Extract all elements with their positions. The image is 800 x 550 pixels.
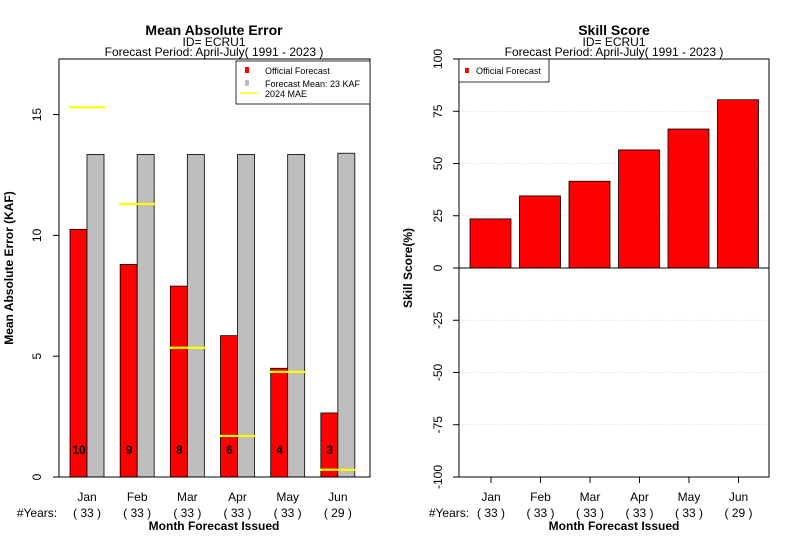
mae-x-tick-label: Jun (328, 490, 347, 504)
mae-years-label: ( 33 ) (274, 506, 302, 520)
mae-x-tick-label: Feb (127, 490, 148, 504)
skill-years-label: ( 33 ) (625, 506, 653, 520)
skill-y-tick-label: 0 (431, 264, 445, 271)
mae-y-tick-label: 0 (30, 473, 44, 480)
skill-bar-official (717, 99, 759, 269)
mae-x-tick-label: Mar (177, 490, 198, 504)
mae-y-tick-label: 5 (30, 353, 44, 360)
mae-bar-forecast-mean (287, 154, 306, 478)
mae-bar-forecast-mean (136, 154, 155, 478)
skill-years-label: ( 33 ) (675, 506, 703, 520)
skill-bar-official (618, 149, 660, 269)
mae-years-label: ( 33 ) (73, 506, 101, 520)
skill-x-tick-label: Jan (481, 490, 500, 504)
mae-years-caption: #Years: (17, 506, 57, 520)
mae-legend-label-official: Official Forecast (265, 66, 330, 76)
mae-legend-swatch-official (245, 67, 249, 73)
mae-plot-frame (58, 58, 371, 478)
mae-x-axis-label: Month Forecast Issued (149, 519, 280, 533)
mae-bar-label: 8 (176, 443, 183, 457)
skill-years-label: ( 33 ) (477, 506, 505, 520)
mae-years-label: ( 33 ) (223, 506, 251, 520)
mae-bar-forecast-mean (337, 152, 356, 478)
mae-x-tick-label: Apr (228, 490, 247, 504)
skill-x-tick-label: Jun (729, 490, 748, 504)
skill-subtitle-period: Forecast Period: April-July( 1991 - 2023… (505, 45, 724, 59)
mae-bar-label: 3 (326, 443, 333, 457)
skill-bar-official (667, 128, 710, 269)
mae-bar-forecast-mean (86, 154, 105, 478)
mae-x-tick-label: Jan (77, 490, 96, 504)
skill-years-caption: #Years: (429, 506, 469, 520)
mae-legend-label-2024: 2024 MAE (265, 89, 307, 99)
mae-legend-label-forecast-mean: Forecast Mean: 23 KAF (265, 79, 361, 89)
skill-y-tick-label: 75 (431, 104, 445, 118)
skill-y-tick-label: 50 (431, 157, 445, 171)
mae-bar-official (69, 228, 88, 478)
skill-bar-official (519, 195, 561, 269)
mae-legend-swatch-forecast-mean (245, 80, 249, 86)
skill-y-tick-label: 100 (431, 49, 445, 69)
skill-years-label: ( 33 ) (526, 506, 554, 520)
skill-y-tick-label: -25 (431, 311, 445, 329)
mae-subtitle-id: ID= ECRU1 (182, 35, 245, 49)
skill-legend-box (458, 58, 550, 83)
skill-x-tick-label: Feb (530, 490, 551, 504)
skill-x-axis-label: Month Forecast Issued (549, 519, 680, 533)
skill-years-label: ( 33 ) (576, 506, 604, 520)
mae-subtitle-period: Forecast Period: April-July( 1991 - 2023… (105, 45, 324, 59)
mae-title: Mean Absolute Error (145, 22, 283, 38)
mae-y-tick-label: 10 (30, 228, 44, 242)
skill-bar-official (469, 218, 512, 269)
skill-y-axis-label: Skill Score(%) (401, 228, 415, 308)
mae-bar-official (270, 367, 289, 478)
skill-title: Skill Score (578, 22, 650, 38)
skill-x-tick-label: Apr (630, 490, 649, 504)
skill-legend-swatch-official (465, 68, 469, 73)
mae-years-label: ( 29 ) (324, 506, 352, 520)
mae-bar-forecast-mean (237, 154, 255, 478)
skill-legend-label-official: Official Forecast (476, 66, 541, 76)
skill-y-tick-label: -100 (431, 465, 445, 489)
mae-bar-forecast-mean (186, 154, 205, 478)
skill-bar-official (568, 180, 611, 269)
mae-bar-label: 9 (126, 443, 133, 457)
skill-y-tick-label: -50 (431, 364, 445, 382)
skill-years-label: ( 29 ) (724, 506, 752, 520)
mae-years-label: ( 33 ) (173, 506, 201, 520)
mae-y-axis-label: Mean Absolute Error (KAF) (2, 191, 16, 345)
skill-y-tick-label: -75 (431, 416, 445, 434)
mae-x-tick-label: May (276, 490, 299, 504)
mae-y-tick-label: 15 (30, 108, 44, 122)
mae-legend-box (235, 60, 371, 105)
skill-subtitle-id: ID= ECRU1 (582, 35, 645, 49)
skill-y-tick-label: 25 (431, 209, 445, 223)
mae-years-label: ( 33 ) (123, 506, 151, 520)
skill-x-tick-label: Mar (580, 490, 601, 504)
mae-bar-label: 4 (276, 443, 283, 457)
mae-bar-label: 6 (226, 443, 233, 457)
skill-x-tick-label: May (678, 490, 701, 504)
mae-bar-label: 10 (72, 443, 86, 457)
